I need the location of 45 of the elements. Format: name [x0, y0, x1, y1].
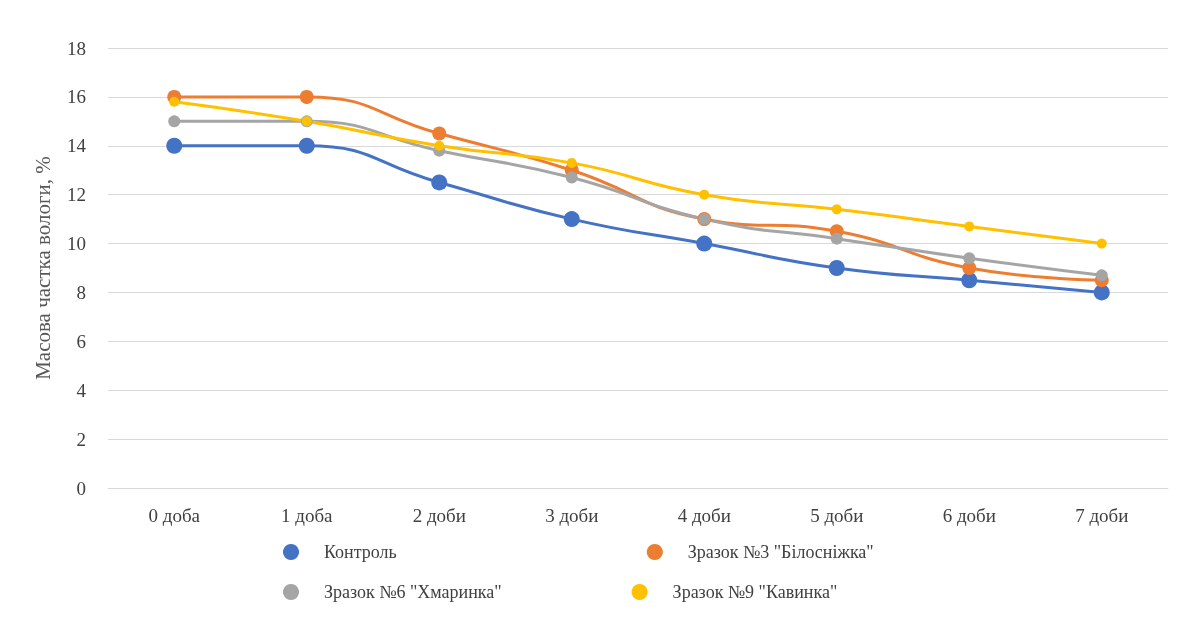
- y-tick-label: 8: [76, 281, 86, 303]
- point: [961, 272, 978, 289]
- legend-label: Зразок №3 "Білосніжка": [687, 542, 874, 562]
- point: [434, 140, 445, 151]
- y-tick-label: 0: [76, 477, 86, 499]
- point: [699, 189, 710, 200]
- x-tick-label: 0 доба: [148, 505, 201, 526]
- point: [830, 232, 843, 245]
- point: [831, 204, 842, 215]
- x-tick-label: 1 доба: [280, 505, 334, 526]
- point: [299, 89, 314, 104]
- point: [1093, 284, 1110, 301]
- legend-label: Зразок №9 "Кавинка": [672, 582, 838, 602]
- x-tick-label: 7 доби: [1075, 505, 1129, 526]
- y-tick-label: 6: [76, 330, 86, 352]
- y-tick-label: 2: [76, 428, 86, 450]
- point: [431, 174, 448, 191]
- point: [963, 252, 976, 265]
- point: [565, 171, 578, 184]
- point: [964, 221, 975, 232]
- x-tick-label: 5 доби: [810, 505, 864, 526]
- y-tick-label: 18: [67, 37, 86, 59]
- point: [168, 115, 181, 128]
- point: [696, 235, 713, 252]
- x-tick-label: 2 доби: [412, 505, 466, 526]
- legend-label: Зразок №6 "Хмаринка": [324, 582, 502, 602]
- y-tick-label: 12: [67, 184, 86, 206]
- point: [1095, 269, 1108, 282]
- point: [828, 260, 845, 276]
- point: [566, 157, 577, 168]
- y-tick-label: 16: [67, 86, 86, 108]
- point: [298, 137, 315, 154]
- point: [169, 96, 180, 107]
- y-tick-label: 14: [67, 135, 87, 157]
- x-tick-label: 6 доби: [942, 505, 996, 526]
- point: [563, 211, 580, 228]
- x-tick-label: 4 доби: [677, 505, 731, 526]
- point: [432, 126, 447, 141]
- point: [166, 137, 183, 154]
- x-tick-label: 3 доби: [545, 505, 599, 526]
- point: [1096, 238, 1107, 249]
- y-tick-label: 4: [76, 379, 87, 401]
- legend-label: Контроль: [324, 542, 397, 562]
- y-tick-label: 10: [67, 233, 86, 255]
- y-axis-title: Масова частка вологи, %: [30, 156, 55, 380]
